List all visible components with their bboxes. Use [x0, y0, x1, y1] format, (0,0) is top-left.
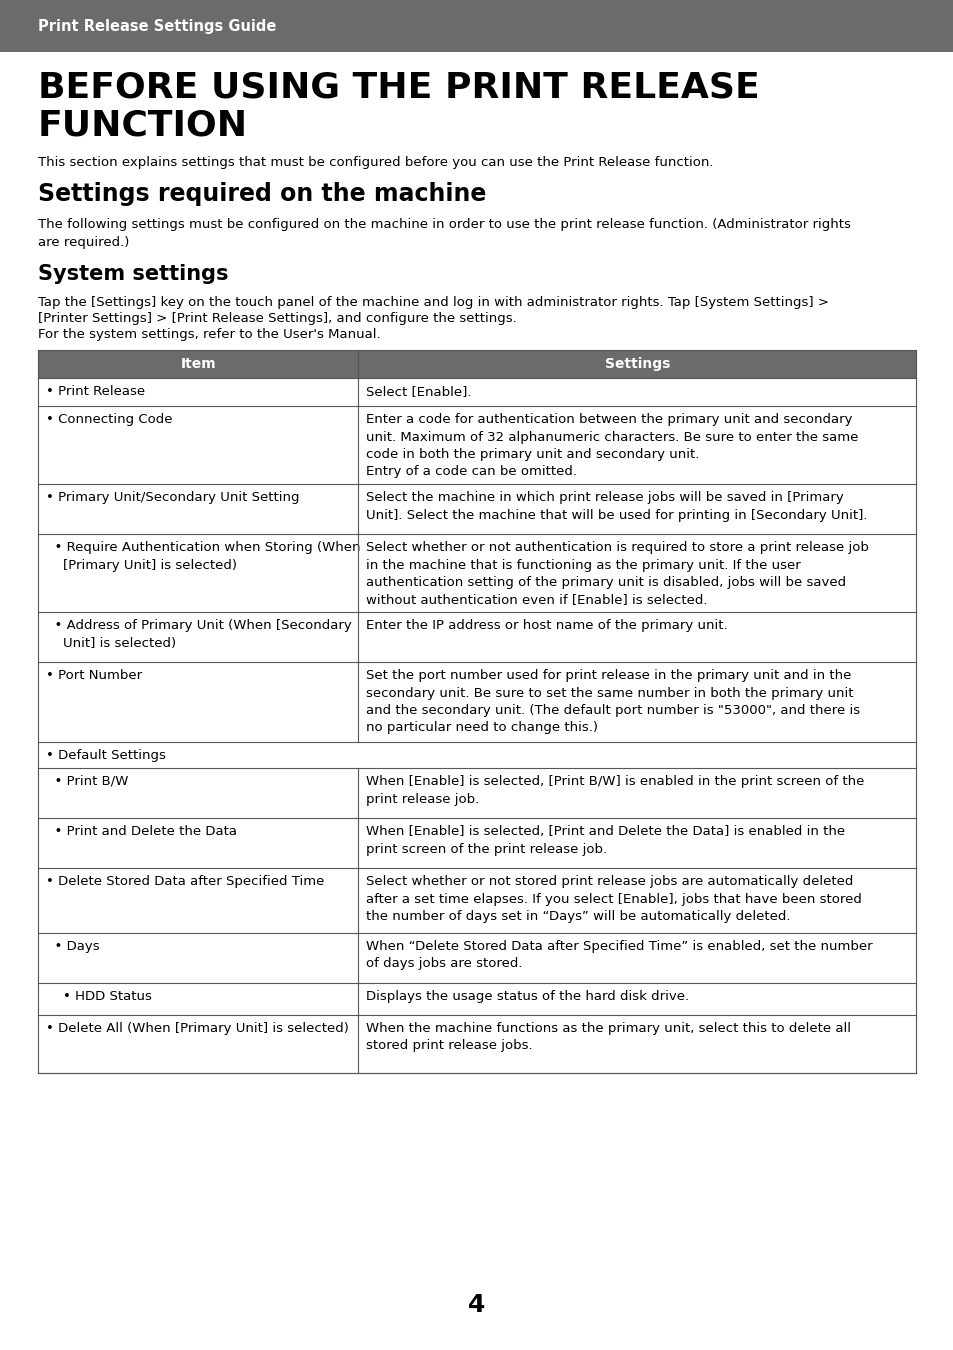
Text: FUNCTION: FUNCTION [38, 108, 248, 142]
Bar [0, 0, 953, 53]
Bar [38, 743, 915, 768]
Text: BEFORE USING THE PRINT RELEASE: BEFORE USING THE PRINT RELEASE [38, 70, 759, 104]
Text: When [Enable] is selected, [Print B/W] is enabled in the print screen of the
pri: When [Enable] is selected, [Print B/W] i… [366, 775, 864, 806]
Text: System settings: System settings [38, 265, 229, 284]
Text: Select the machine in which print release jobs will be saved in [Primary
Unit]. : Select the machine in which print releas… [366, 491, 867, 521]
Bar [38, 612, 915, 662]
Text: • Require Authentication when Storing (When
    [Primary Unit] is selected): • Require Authentication when Storing (W… [46, 541, 360, 571]
Bar [38, 535, 915, 612]
Text: When the machine functions as the primary unit, select this to delete all
stored: When the machine functions as the primar… [366, 1022, 851, 1053]
Text: Select whether or not authentication is required to store a print release job
in: Select whether or not authentication is … [366, 541, 868, 606]
Text: 4: 4 [468, 1293, 485, 1318]
Bar [38, 818, 915, 868]
Bar [38, 350, 915, 378]
Text: • Print and Delete the Data: • Print and Delete the Data [46, 825, 236, 838]
Bar [38, 485, 915, 535]
Text: • Print Release: • Print Release [46, 385, 145, 398]
Text: • Port Number: • Port Number [46, 670, 142, 682]
Text: • Default Settings: • Default Settings [46, 748, 166, 761]
Text: Settings: Settings [604, 356, 669, 371]
Bar [38, 933, 915, 983]
Bar [38, 1015, 915, 1073]
Text: • Address of Primary Unit (When [Secondary
    Unit] is selected): • Address of Primary Unit (When [Seconda… [46, 620, 352, 649]
Bar [38, 983, 915, 1015]
Text: Enter a code for authentication between the primary unit and secondary
unit. Max: Enter a code for authentication between … [366, 413, 858, 478]
Text: Tap the [Settings] key on the touch panel of the machine and log in with adminis: Tap the [Settings] key on the touch pane… [38, 296, 828, 309]
Text: • Primary Unit/Secondary Unit Setting: • Primary Unit/Secondary Unit Setting [46, 491, 299, 504]
Text: • Days: • Days [46, 940, 99, 953]
Bar [38, 662, 915, 743]
Text: This section explains settings that must be configured before you can use the Pr: This section explains settings that must… [38, 157, 713, 169]
Text: The following settings must be configured on the machine in order to use the pri: The following settings must be configure… [38, 217, 850, 248]
Text: Settings required on the machine: Settings required on the machine [38, 182, 486, 207]
Bar [38, 868, 915, 933]
Text: • Print B/W: • Print B/W [46, 775, 129, 788]
Text: Displays the usage status of the hard disk drive.: Displays the usage status of the hard di… [366, 990, 689, 1003]
Text: Enter the IP address or host name of the primary unit.: Enter the IP address or host name of the… [366, 620, 727, 632]
Text: [Printer Settings] > [Print Release Settings], and configure the settings.: [Printer Settings] > [Print Release Sett… [38, 312, 517, 325]
Text: For the system settings, refer to the User's Manual.: For the system settings, refer to the Us… [38, 328, 380, 342]
Bar [38, 406, 915, 485]
Text: • Delete All (When [Primary Unit] is selected): • Delete All (When [Primary Unit] is sel… [46, 1022, 349, 1035]
Text: When [Enable] is selected, [Print and Delete the Data] is enabled in the
print s: When [Enable] is selected, [Print and De… [366, 825, 844, 856]
Text: Select [Enable].: Select [Enable]. [366, 385, 472, 398]
Text: • Delete Stored Data after Specified Time: • Delete Stored Data after Specified Tim… [46, 875, 324, 888]
Text: Item: Item [180, 356, 215, 371]
Text: Select whether or not stored print release jobs are automatically deleted
after : Select whether or not stored print relea… [366, 875, 862, 923]
Text: When “Delete Stored Data after Specified Time” is enabled, set the number
of day: When “Delete Stored Data after Specified… [366, 940, 872, 971]
Text: Set the port number used for print release in the primary unit and in the
second: Set the port number used for print relea… [366, 670, 860, 734]
Text: Print Release Settings Guide: Print Release Settings Guide [38, 19, 276, 34]
Text: • Connecting Code: • Connecting Code [46, 413, 172, 427]
Text: • HDD Status: • HDD Status [46, 990, 152, 1003]
Bar [38, 378, 915, 406]
Bar [38, 768, 915, 818]
